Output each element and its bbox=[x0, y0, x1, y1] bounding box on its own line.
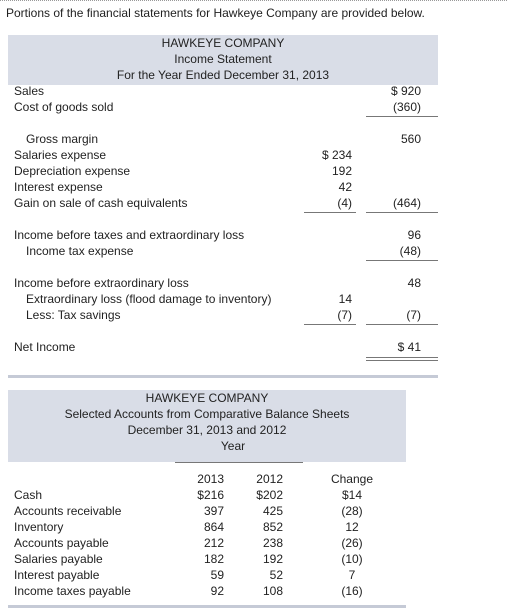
row-label: Income before extraordinary loss bbox=[14, 276, 189, 290]
column-group-rule bbox=[175, 462, 303, 463]
row-label: Salaries expense bbox=[14, 148, 107, 162]
cell-value: (26) bbox=[341, 536, 363, 550]
total-amount: $ 41 bbox=[397, 340, 421, 354]
balance-dates: December 31, 2013 and 2012 bbox=[127, 423, 287, 437]
detail-amount: 192 bbox=[331, 164, 352, 178]
row-label: Income taxes payable bbox=[14, 584, 131, 598]
total-rule bbox=[366, 116, 438, 117]
row-label: Accounts receivable bbox=[14, 504, 122, 518]
total-amount: (360) bbox=[392, 100, 421, 114]
income-period: For the Year Ended December 31, 2013 bbox=[116, 68, 330, 82]
detail-amount: $ 234 bbox=[321, 148, 352, 162]
row-label: Inventory bbox=[14, 520, 64, 534]
balance-header bbox=[8, 390, 406, 462]
total-amount: 560 bbox=[400, 132, 421, 146]
cell-value: 92 bbox=[210, 584, 224, 598]
income-subtitle: Income Statement bbox=[174, 52, 272, 66]
total-amount: $ 920 bbox=[390, 84, 421, 98]
total-amount: 48 bbox=[407, 276, 421, 290]
subtotal-rule bbox=[304, 324, 356, 325]
row-label: Gross margin bbox=[26, 132, 99, 146]
cell-value: 397 bbox=[203, 504, 224, 518]
cell-value: (10) bbox=[341, 552, 363, 566]
cell-value: 108 bbox=[262, 584, 283, 598]
row-label: Extraordinary loss (flood damage to inve… bbox=[26, 292, 272, 306]
row-label: Depreciation expense bbox=[14, 164, 131, 178]
row-label: Accounts payable bbox=[14, 536, 109, 550]
cell-value: $202 bbox=[256, 488, 283, 502]
cell-value: $14 bbox=[341, 488, 363, 502]
row-label: Cash bbox=[14, 488, 43, 502]
double-rule bbox=[366, 357, 438, 358]
cell-value: $216 bbox=[197, 488, 224, 502]
cell-value: 425 bbox=[262, 504, 283, 518]
row-label: Less: Tax savings bbox=[26, 308, 121, 322]
row-label: Income tax expense bbox=[26, 244, 134, 258]
row-label: Cost of goods sold bbox=[14, 100, 114, 114]
column-header: Change bbox=[330, 472, 374, 486]
cell-value: 12 bbox=[345, 520, 359, 534]
intro-text: Portions of the financial statements for… bbox=[6, 6, 425, 20]
income-title: HAWKEYE COMPANY bbox=[161, 36, 285, 50]
balance-column-group: Year bbox=[220, 439, 246, 453]
cell-value: 238 bbox=[262, 536, 283, 550]
cell-value: (16) bbox=[341, 584, 363, 598]
total-rule bbox=[366, 324, 438, 325]
row-label: Interest expense bbox=[14, 180, 103, 194]
detail-amount: 14 bbox=[338, 292, 352, 306]
row-label: Interest payable bbox=[14, 568, 100, 582]
cell-value: 212 bbox=[203, 536, 224, 550]
total-amount: 96 bbox=[407, 228, 421, 242]
income-statement: HAWKEYE COMPANY Income Statement For the… bbox=[8, 35, 438, 378]
cell-value: (28) bbox=[341, 504, 363, 518]
balance-title: HAWKEYE COMPANY bbox=[145, 391, 269, 405]
subtotal-rule bbox=[304, 212, 356, 213]
detail-amount: 42 bbox=[338, 180, 352, 194]
income-header bbox=[8, 35, 438, 85]
total-rule bbox=[366, 260, 438, 261]
cell-value: 852 bbox=[262, 520, 283, 534]
column-header: 2012 bbox=[256, 472, 283, 486]
total-amount: (48) bbox=[399, 244, 421, 258]
row-label: Salaries payable bbox=[14, 552, 103, 566]
row-label: Income before taxes and extraordinary lo… bbox=[14, 228, 245, 242]
cell-value: 59 bbox=[210, 568, 224, 582]
total-amount: (464) bbox=[392, 196, 421, 210]
row-label: Net Income bbox=[14, 340, 76, 354]
total-rule bbox=[366, 212, 438, 213]
detail-amount: (4) bbox=[337, 196, 352, 210]
cell-value: 52 bbox=[269, 568, 283, 582]
cell-value: 182 bbox=[203, 552, 224, 566]
balance-sheet: HAWKEYE COMPANY Selected Accounts from C… bbox=[8, 390, 406, 608]
total-amount: (7) bbox=[406, 308, 421, 322]
column-header: 2013 bbox=[197, 472, 224, 486]
top-rule bbox=[0, 0, 507, 3]
double-rule bbox=[366, 360, 438, 361]
row-label: Sales bbox=[14, 84, 45, 98]
cell-value: 864 bbox=[203, 520, 224, 534]
balance-subtitle: Selected Accounts from Comparative Balan… bbox=[64, 407, 350, 421]
cell-value: 192 bbox=[262, 552, 283, 566]
row-label: Gain on sale of cash equivalents bbox=[14, 196, 188, 210]
detail-amount: (7) bbox=[337, 308, 352, 322]
cell-value: 7 bbox=[348, 568, 356, 582]
